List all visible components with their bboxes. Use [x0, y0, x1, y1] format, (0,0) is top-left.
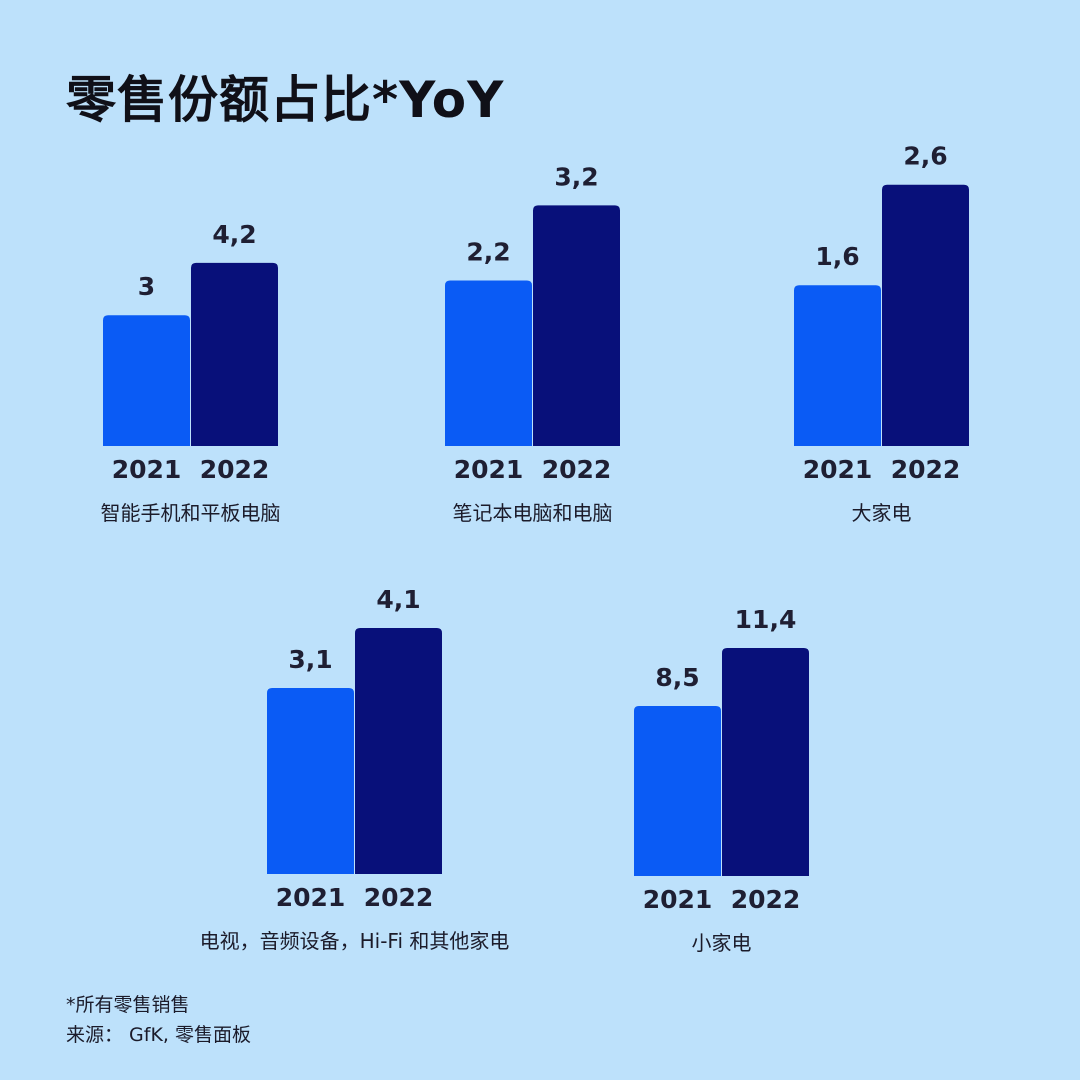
- bar-2022: [191, 262, 278, 446]
- bar-2022: [355, 628, 442, 874]
- bar-group: 3,1 2021 4,1 2022 电视，音频设备，Hi-Fi 和其他家电: [200, 585, 510, 953]
- bar-2021: [634, 706, 721, 876]
- year-tick-label: 2021: [454, 455, 524, 484]
- year-tick-label: 2022: [364, 883, 434, 912]
- bar-2021: [103, 315, 190, 446]
- bar-group: 2,2 2021 3,2 2022 笔记本电脑和电脑: [445, 162, 620, 525]
- footnote-source: 来源： GfK, 零售面板: [66, 1024, 251, 1046]
- bar-2022: [882, 184, 969, 446]
- data-label: 3,1: [288, 645, 332, 674]
- data-label: 1,6: [815, 242, 859, 271]
- data-label: 8,5: [655, 663, 699, 692]
- data-label: 3,2: [554, 162, 598, 191]
- year-tick-label: 2021: [803, 455, 873, 484]
- bar-group: 8,5 2021 11,4 2022 小家电: [634, 605, 809, 955]
- footnote: *所有零售销售 来源： GfK, 零售面板: [66, 990, 251, 1050]
- bar-group: 1,6 2021 2,6 2022 大家电: [794, 142, 969, 525]
- year-tick-label: 2021: [643, 885, 713, 914]
- category-label: 电视，音频设备，Hi-Fi 和其他家电: [200, 929, 510, 953]
- data-label: 2,6: [903, 142, 947, 171]
- category-label: 智能手机和平板电脑: [101, 501, 281, 525]
- year-tick-label: 2021: [112, 455, 182, 484]
- year-tick-label: 2021: [276, 883, 346, 912]
- bar-2021: [794, 285, 881, 446]
- bar-2022: [722, 648, 809, 876]
- chart-title: 零售份额占比*YoY: [66, 71, 505, 129]
- footnote-scope: *所有零售销售: [66, 994, 190, 1016]
- bar-group: 3 2021 4,2 2022 智能手机和平板电脑: [101, 220, 281, 525]
- category-label: 大家电: [852, 501, 912, 525]
- bar-2021: [445, 280, 532, 446]
- data-label: 2,2: [466, 238, 510, 267]
- year-tick-label: 2022: [200, 455, 270, 484]
- year-tick-label: 2022: [891, 455, 961, 484]
- data-label: 3: [138, 272, 155, 301]
- category-label: 小家电: [692, 931, 752, 955]
- data-label: 4,1: [376, 585, 420, 614]
- bar-2021: [267, 688, 354, 874]
- year-tick-label: 2022: [731, 885, 801, 914]
- data-label: 11,4: [735, 605, 797, 634]
- data-label: 4,2: [212, 220, 256, 249]
- year-tick-label: 2022: [542, 455, 612, 484]
- bar-2022: [533, 205, 620, 446]
- category-label: 笔记本电脑和电脑: [453, 501, 613, 525]
